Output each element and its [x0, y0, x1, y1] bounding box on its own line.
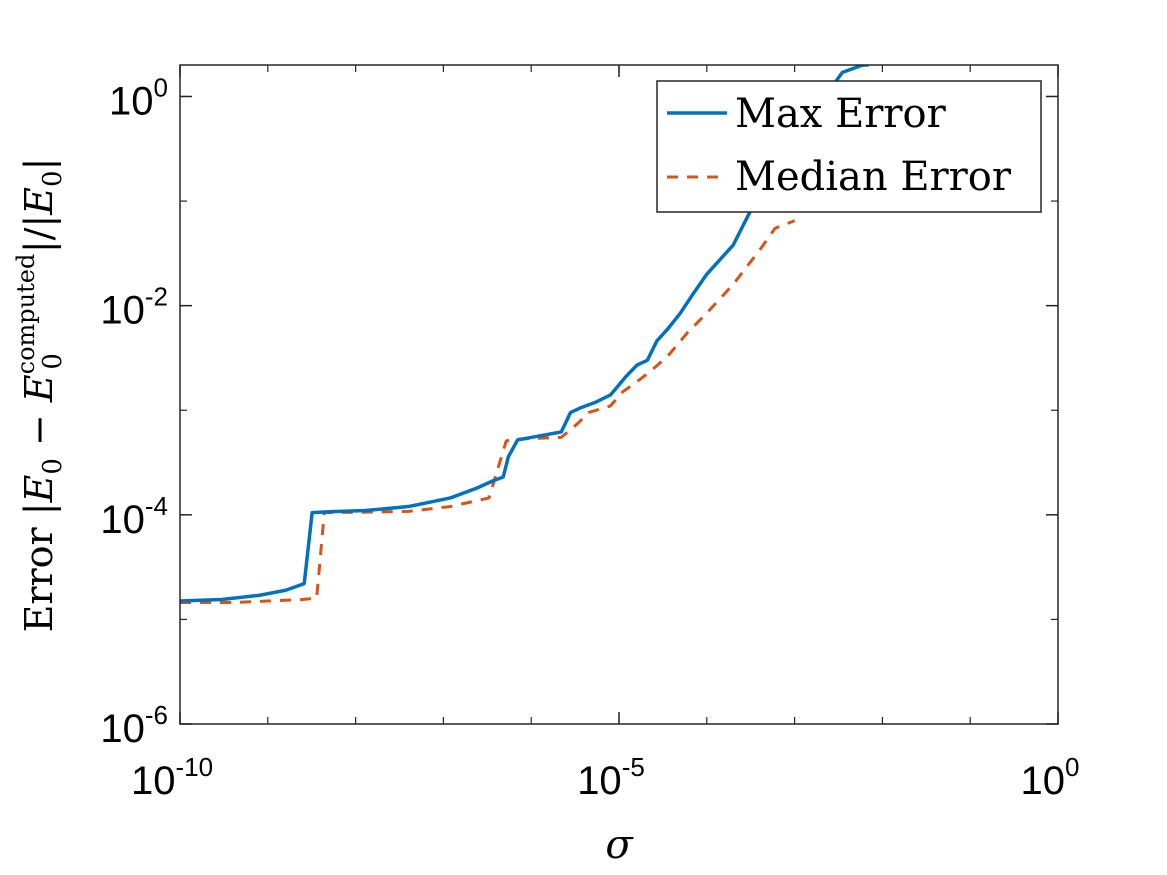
series-max-error-line: [180, 65, 869, 603]
x-tick-label: 100: [1021, 752, 1080, 803]
legend-median-error-label: Median Error: [735, 154, 1012, 200]
legend: Max Error Median Error: [656, 80, 1042, 213]
legend-max-error-label: Max Error: [735, 91, 947, 137]
plot-frame: [179, 64, 1059, 725]
x-tick-label: 10-10: [131, 752, 213, 803]
x-axis-label: σ: [605, 822, 634, 868]
series-layer: [180, 65, 869, 605]
y-tick-label: 10-2: [100, 282, 168, 333]
y-axis-label: Error |E0 − Ecomputed0|/|E0|: [12, 158, 68, 633]
y-tick-labels: 10-6 10-4 10-2 100: [100, 72, 168, 751]
x-tick-label: 10-5: [577, 752, 645, 803]
y-tick-label: 10-6: [100, 700, 168, 751]
legend-box: [656, 80, 1042, 213]
x-tick-labels: 10-10 10-5 100: [131, 752, 1080, 803]
y-tick-label: 10-4: [100, 491, 168, 542]
y-tick-label: 100: [109, 72, 168, 123]
